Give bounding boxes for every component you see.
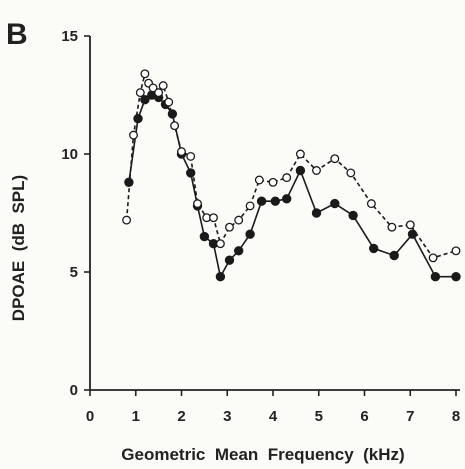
series-1-point (209, 213, 218, 223)
x-tick-label: 1 (132, 408, 140, 425)
tick-group: 0 1 2 3 4 5 6 7 8 0 5 10 15 (61, 28, 460, 425)
series-0-point (224, 255, 235, 265)
y-axis-label: DPOAE (dB SPL) (9, 175, 28, 321)
series-0-point (451, 272, 461, 282)
series-0-point (311, 208, 322, 218)
series-1-point (282, 173, 292, 183)
series-1-point (135, 88, 145, 98)
x-tick-label: 6 (360, 408, 368, 425)
axes (89, 36, 460, 391)
x-tick-label: 7 (406, 408, 414, 425)
series-0-point (234, 246, 244, 256)
series-0-point (199, 231, 210, 242)
series-0-point (295, 165, 306, 176)
x-tick-label: 8 (452, 408, 460, 425)
series-1-point (387, 222, 397, 232)
series-1-point (330, 154, 340, 164)
series-1-point (268, 177, 278, 187)
series-1-point (122, 215, 132, 225)
series-1-point (346, 168, 356, 178)
series-0-point (215, 272, 226, 282)
panel-label: B (6, 18, 28, 51)
plot-area (122, 69, 461, 282)
series-1-point (154, 88, 164, 98)
series-1-point (177, 147, 186, 157)
series-0-point (407, 229, 418, 239)
series-0-point (430, 272, 441, 282)
series-1-point (215, 239, 225, 249)
series-0-point (282, 194, 292, 204)
series-0-point (389, 250, 399, 261)
series-0-point (369, 243, 379, 254)
y-tick-label: 15 (61, 28, 78, 45)
x-tick-label: 4 (269, 408, 278, 425)
series-0-line (128, 94, 456, 279)
series-1-point (245, 201, 255, 211)
y-tick-label: 10 (61, 146, 78, 163)
x-tick-label: 3 (223, 408, 231, 425)
series-1-point (164, 97, 174, 107)
series-1-point (428, 253, 438, 263)
series-0-point (245, 229, 255, 239)
x-axis-label: Geometric Mean Frequency (kHz) (121, 445, 404, 464)
series-0-point (140, 95, 150, 105)
series-1-point (186, 151, 196, 161)
series-1-point (312, 166, 321, 175)
series-0-point (330, 198, 340, 209)
x-tick-label: 2 (177, 408, 185, 425)
series-1-point (148, 83, 158, 93)
series-1-point (129, 130, 138, 140)
series-1-point (234, 215, 244, 225)
series-1-line (125, 71, 457, 259)
series-1-point (405, 220, 415, 230)
series-1-point (295, 149, 305, 159)
series-1-point (366, 199, 376, 209)
series-0 (124, 90, 461, 282)
series-1-point (158, 81, 168, 91)
series-1-point (254, 175, 264, 185)
series-0-point (348, 210, 358, 221)
x-tick-label: 5 (315, 408, 323, 425)
series-1-point (225, 222, 234, 232)
series-1-point (170, 121, 180, 131)
series-1-point (193, 199, 202, 209)
series-1-point (451, 246, 461, 256)
series-1-point (140, 69, 150, 79)
y-tick-label: 5 (70, 264, 78, 281)
x-tick-label: 0 (86, 408, 94, 425)
series-0-point (256, 196, 267, 206)
y-tick-label: 0 (70, 382, 78, 399)
series-0-point (270, 196, 280, 206)
series-1 (122, 69, 461, 263)
